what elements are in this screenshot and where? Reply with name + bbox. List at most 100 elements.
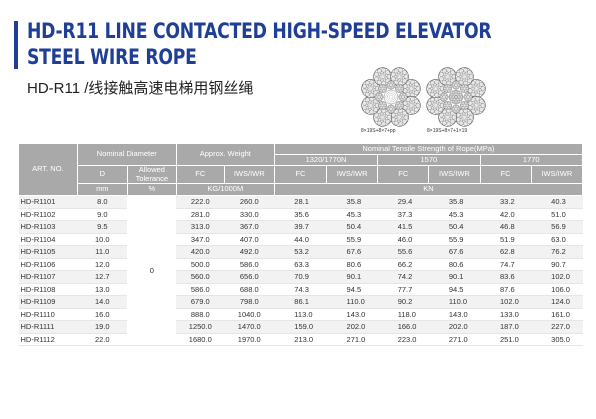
header-grade1-fc: FC [273, 165, 328, 184]
cell-art-no: HD-R1107 [18, 270, 78, 284]
cell-grade3-fc: 62.8 [480, 245, 532, 259]
cell-weight-iws: 656.0 [224, 270, 275, 284]
cell-grade1-iws: 35.8 [326, 195, 378, 209]
cell-grade3-iws: 124.0 [531, 295, 583, 309]
cell-weight-fc: 281.0 [176, 208, 225, 221]
cell-diameter: 12.0 [77, 258, 128, 271]
table-row: HD-R1108 13.0 586.0 688.0 74.3 94.5 77.7 94.5 87… [18, 283, 583, 296]
cell-grade3-iws: 106.0 [531, 283, 583, 296]
rope-cross-section-iwr-diagram [426, 67, 486, 127]
header-allowed-tolerance: Allowed Tolerance [126, 165, 177, 184]
table-row: HD-R1105 11.0 420.0 492.0 53.2 67.6 55.6 67.6 62… [18, 245, 583, 259]
cell-art-no: HD-R1110 [18, 308, 78, 321]
core [383, 89, 399, 105]
cell-grade2-iws: 50.4 [428, 220, 481, 234]
table-row: HD-R1102 9.0 281.0 330.0 35.6 45.3 37.3 45.3 42.… [18, 208, 583, 221]
cell-diameter: 13.0 [77, 283, 128, 296]
cell-grade3-fc: 74.7 [480, 258, 532, 271]
cell-grade3-fc: 133.0 [480, 308, 532, 321]
cell-grade3-iws: 102.0 [531, 270, 583, 284]
cell-grade1-fc: 63.3 [274, 258, 327, 271]
cell-weight-fc: 1680.0 [176, 333, 225, 346]
cell-diameter: 14.0 [77, 295, 128, 309]
cell-grade1-iws: 271.0 [326, 333, 378, 346]
cell-grade1-fc: 86.1 [274, 295, 327, 309]
cell-art-no: HD-R1112 [18, 333, 78, 346]
cell-weight-fc: 347.0 [176, 233, 225, 246]
cell-grade2-fc: 66.2 [377, 258, 429, 271]
cell-grade2-iws: 45.3 [428, 208, 481, 221]
cell-grade1-fc: 70.9 [274, 270, 327, 284]
cell-weight-fc: 560.0 [176, 270, 225, 284]
cell-grade3-iws: 40.3 [531, 195, 583, 209]
cell-grade2-iws: 271.0 [428, 333, 481, 346]
cell-weight-iws: 367.0 [224, 220, 275, 234]
cell-grade1-fc: 159.0 [274, 320, 327, 334]
cell-grade2-fc: 41.5 [377, 220, 429, 234]
cell-grade3-fc: 187.0 [480, 320, 532, 334]
header-grade3-iws: IWS/IWR [530, 165, 584, 184]
cell-weight-fc: 313.0 [176, 220, 225, 234]
cell-grade2-fc: 90.2 [377, 295, 429, 309]
header-grade3-fc: FC [479, 165, 532, 184]
cell-grade1-iws: 143.0 [326, 308, 378, 321]
cell-grade3-fc: 83.6 [480, 270, 532, 284]
cell-grade2-iws: 80.6 [428, 258, 481, 271]
cell-grade2-iws: 94.5 [428, 283, 481, 296]
cell-grade2-fc: 118.0 [377, 308, 429, 321]
cell-grade2-iws: 90.1 [428, 270, 481, 284]
header-weight-fc: FC [175, 165, 225, 184]
cell-grade2-fc: 166.0 [377, 320, 429, 334]
cell-weight-iws: 407.0 [224, 233, 275, 246]
header-grade-2: 1570 [377, 154, 481, 166]
table-row: HD-R1112 22.0 1680.0 1970.0 213.0 271.0 223.0 2… [18, 333, 583, 346]
cell-diameter: 8.0 [77, 195, 128, 209]
cell-grade3-fc: 102.0 [480, 295, 532, 309]
rope-cross-section-pp-diagram [361, 67, 421, 127]
cell-weight-fc: 586.0 [176, 283, 225, 296]
header-grade-1: 1320/1770N [273, 154, 379, 166]
unit-percent: % [126, 183, 177, 196]
cell-grade3-iws: 56.9 [531, 220, 583, 234]
cell-weight-iws: 260.0 [224, 195, 275, 209]
cell-weight-iws: 1970.0 [224, 333, 275, 346]
cell-weight-fc: 888.0 [176, 308, 225, 321]
cell-grade1-fc: 39.7 [274, 220, 327, 234]
cell-grade3-iws: 161.0 [531, 308, 583, 321]
cell-weight-iws: 688.0 [224, 283, 275, 296]
cell-grade1-iws: 55.9 [326, 233, 378, 246]
cell-weight-iws: 330.0 [224, 208, 275, 221]
cell-grade2-iws: 35.8 [428, 195, 481, 209]
title-line-1: HD-R11 LINE CONTACTED HIGH-SPEED ELEVATO… [27, 19, 492, 43]
cell-art-no: HD-R1111 [18, 320, 78, 334]
cell-grade2-iws: 143.0 [428, 308, 481, 321]
table-row: HD-R1109 14.0 679.0 798.0 86.1 110.0 90.2 110.0… [18, 295, 583, 309]
cell-grade2-iws: 110.0 [428, 295, 481, 309]
cell-grade3-iws: 76.2 [531, 245, 583, 259]
unit-kn: KN [273, 183, 584, 196]
cell-allowed-tolerance: 0 [127, 195, 177, 346]
cell-art-no: HD-R1104 [18, 233, 78, 246]
cell-diameter: 10.0 [77, 233, 128, 246]
cell-weight-iws: 492.0 [224, 245, 275, 259]
cell-grade3-iws: 90.7 [531, 258, 583, 271]
cell-grade2-fc: 46.0 [377, 233, 429, 246]
header-weight-iws: IWS/IWR [223, 165, 275, 184]
cell-grade2-fc: 29.4 [377, 195, 429, 209]
cell-weight-iws: 1040.0 [224, 308, 275, 321]
table-row: HD-R1111 19.0 1250.0 1470.0 159.0 202.0 166.0 2… [18, 320, 583, 334]
cell-art-no: HD-R1105 [18, 245, 78, 259]
header-row: ART. NO. Nominal Diameter Approx. Weight… [18, 143, 584, 196]
cell-weight-iws: 1470.0 [224, 320, 275, 334]
cell-weight-fc: 500.0 [176, 258, 225, 271]
cell-diameter: 9.0 [77, 208, 128, 221]
cell-grade2-iws: 67.6 [428, 245, 481, 259]
title-accent-bar [14, 21, 18, 69]
cell-grade3-fc: 46.8 [480, 220, 532, 234]
cell-grade2-iws: 202.0 [428, 320, 481, 334]
cell-diameter: 12.7 [77, 270, 128, 284]
cell-grade1-iws: 110.0 [326, 295, 378, 309]
cell-grade3-fc: 33.2 [480, 195, 532, 209]
cell-weight-fc: 222.0 [176, 195, 225, 209]
header-nominal-diameter: Nominal Diameter [76, 143, 177, 166]
